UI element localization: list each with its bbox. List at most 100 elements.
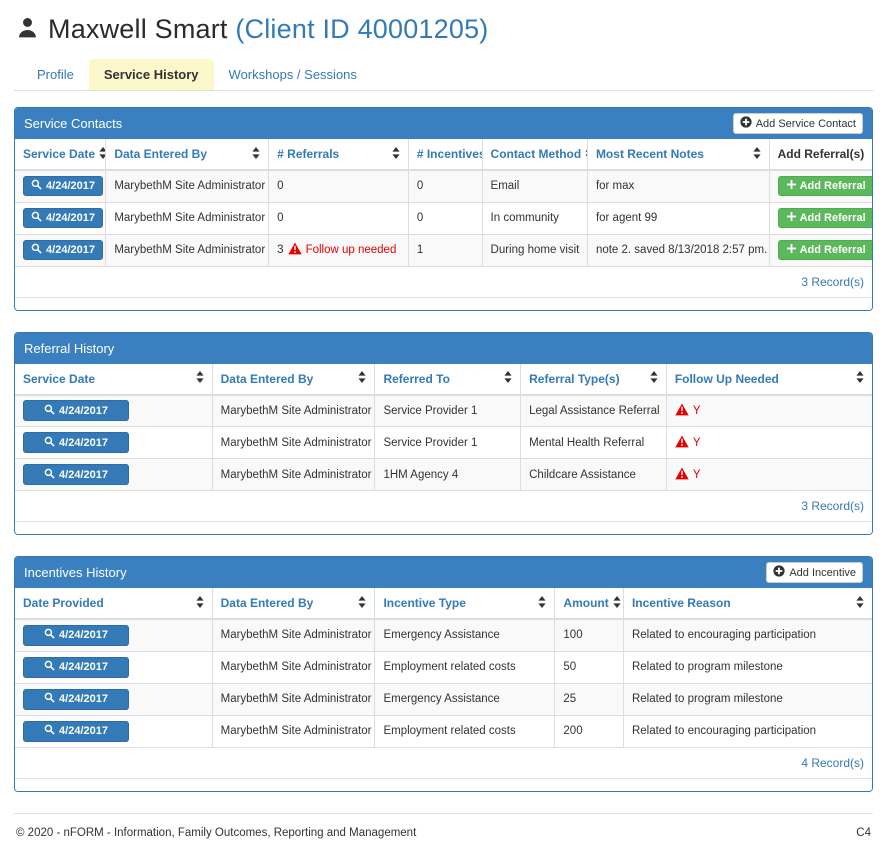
cell-referral-type: Childcare Assistance xyxy=(520,458,667,491)
cell-amount: 100 xyxy=(554,619,624,652)
cell-incentive-type: Employment related costs xyxy=(374,651,556,684)
search-icon xyxy=(44,660,55,674)
sort-icon[interactable] xyxy=(358,595,367,611)
sort-icon[interactable] xyxy=(856,371,864,386)
service-contacts-table: Service Date Data Entered By # Referrals… xyxy=(15,139,872,298)
column-header-date-provided[interactable]: Date Provided xyxy=(15,588,213,620)
column-header-incentive-type[interactable]: Incentive Type xyxy=(374,588,556,620)
cell-referred-to: Service Provider 1 xyxy=(374,394,522,427)
column-header-data-entered-by[interactable]: Data Entered By xyxy=(212,363,376,396)
table-row: 4/24/2017 MarybethM Site Administrator E… xyxy=(15,619,872,652)
add-referral-button[interactable]: Add Referral xyxy=(777,240,872,260)
sort-icon[interactable] xyxy=(650,371,658,386)
table-row: 4/24/2017 MarybethM Site Administrator E… xyxy=(15,683,872,716)
service-contacts-panel: Service Contacts Add Service Contact Ser… xyxy=(14,107,873,311)
column-header-service-date[interactable]: Service Date xyxy=(15,139,107,171)
add-referral-button[interactable]: Add Referral xyxy=(777,176,872,197)
add-service-contact-button[interactable]: Add Service Contact xyxy=(732,113,863,134)
tab-profile[interactable]: Profile xyxy=(37,67,74,82)
column-header-most-recent-notes[interactable]: Most Recent Notes xyxy=(587,139,770,171)
column-header-referred-to[interactable]: Referred To xyxy=(374,363,522,396)
referral-history-panel: Referral History Service Date Data Enter… xyxy=(14,331,873,535)
sort-icon[interactable] xyxy=(196,371,204,386)
sort-icon[interactable] xyxy=(613,595,621,611)
record-count: 3 Record(s) xyxy=(15,266,872,298)
cell-amount: 50 xyxy=(554,651,624,684)
view-referral-button[interactable]: 4/24/2017 xyxy=(23,400,129,422)
incentives-history-heading: Incentives History Add Incentive xyxy=(15,557,872,588)
view-incentive-button[interactable]: 4/24/2017 xyxy=(23,656,129,678)
copyright-text: © 2020 - nFORM - Information, Family Out… xyxy=(16,826,417,839)
add-incentive-button[interactable]: Add Incentive xyxy=(766,562,863,583)
cell-referred-to: Service Provider 1 xyxy=(374,426,522,459)
plus-circle-icon xyxy=(740,116,752,131)
site-footer: © 2020 - nFORM - Information, Family Out… xyxy=(14,812,873,852)
plus-circle-icon xyxy=(773,565,785,580)
page-code: C4 xyxy=(856,826,871,839)
view-incentive-button[interactable]: 4/24/2017 xyxy=(23,624,129,646)
table-header-row: Service Date Data Entered By # Referrals… xyxy=(15,139,872,171)
person-icon xyxy=(16,15,39,45)
sort-icon[interactable] xyxy=(504,371,512,386)
cell-incentive-reason: Related to program milestone xyxy=(623,651,872,684)
cell-referrals: 0 xyxy=(268,202,409,235)
column-header-referrals[interactable]: # Referrals xyxy=(268,139,409,171)
sort-icon[interactable] xyxy=(196,595,204,611)
client-id: (Client ID 40001205) xyxy=(235,14,489,44)
column-header-amount[interactable]: Amount xyxy=(554,588,624,620)
sort-icon[interactable] xyxy=(392,146,400,162)
column-header-incentives[interactable]: # Incentives xyxy=(408,139,483,171)
warning-icon xyxy=(675,435,689,451)
record-count: 3 Record(s) xyxy=(15,490,872,522)
column-header-data-entered-by[interactable]: Data Entered By xyxy=(105,139,270,171)
table-header-row: Date Provided Data Entered By Incentive … xyxy=(15,588,872,620)
tab-service-history[interactable]: Service History xyxy=(88,59,214,90)
search-icon xyxy=(44,404,55,418)
view-incentive-button[interactable]: 4/24/2017 xyxy=(23,688,129,710)
sort-icon[interactable] xyxy=(585,147,587,162)
search-icon xyxy=(44,692,55,706)
incentives-history-table: Date Provided Data Entered By Incentive … xyxy=(15,588,872,779)
add-referral-button[interactable]: Add Referral xyxy=(777,208,872,228)
column-header-contact-method[interactable]: Contact Method xyxy=(482,139,588,171)
sort-icon[interactable] xyxy=(252,146,260,162)
view-referral-button[interactable]: 4/24/2017 xyxy=(23,432,129,453)
column-header-follow-up-needed[interactable]: Follow Up Needed xyxy=(666,363,872,396)
cell-entered-by: MarybethM Site Administrator xyxy=(105,202,270,235)
sort-icon[interactable] xyxy=(538,595,547,611)
view-service-contact-button[interactable]: 4/24/2017 xyxy=(23,176,103,197)
cell-incentive-reason: Related to encouraging participation xyxy=(623,715,872,748)
table-row: 4/24/2017 MarybethM Site Administrator 0… xyxy=(15,202,872,235)
plus-icon xyxy=(786,180,796,192)
view-service-contact-button[interactable]: 4/24/2017 xyxy=(23,208,103,228)
cell-notes: note 2. saved 8/13/2018 2:57 pm. xyxy=(587,234,770,267)
cell-amount: 25 xyxy=(554,683,624,716)
cell-incentives: 0 xyxy=(408,170,483,203)
tab-workshops-sessions[interactable]: Workshops / Sessions xyxy=(228,67,357,82)
sort-icon[interactable] xyxy=(99,146,105,162)
sort-icon[interactable] xyxy=(753,146,761,162)
search-icon xyxy=(31,243,42,257)
cell-follow-up: Y xyxy=(666,458,872,491)
cell-referral-type: Mental Health Referral xyxy=(520,426,667,459)
cell-referral-type: Legal Assistance Referral xyxy=(520,394,667,427)
cell-incentive-reason: Related to encouraging participation xyxy=(623,619,872,652)
sort-icon[interactable] xyxy=(358,371,367,386)
plus-icon xyxy=(786,212,796,224)
table-row: 4/24/2017 MarybethM Site Administrator E… xyxy=(15,651,872,684)
cell-follow-up: Y xyxy=(666,426,872,459)
cell-incentive-type: Employment related costs xyxy=(374,715,556,748)
warning-icon xyxy=(675,403,689,419)
view-incentive-button[interactable]: 4/24/2017 xyxy=(23,720,129,742)
column-header-referral-types[interactable]: Referral Type(s) xyxy=(520,363,667,396)
column-header-service-date[interactable]: Service Date xyxy=(15,363,213,396)
column-header-add-referrals: Add Referral(s) xyxy=(769,139,872,171)
column-header-data-entered-by[interactable]: Data Entered By xyxy=(212,588,376,620)
cell-entered-by: MarybethM Site Administrator xyxy=(212,458,376,491)
view-referral-button[interactable]: 4/24/2017 xyxy=(23,464,129,485)
column-header-incentive-reason[interactable]: Incentive Reason xyxy=(623,588,872,620)
cell-entered-by: MarybethM Site Administrator xyxy=(105,234,270,267)
search-icon xyxy=(44,436,55,450)
view-service-contact-button[interactable]: 4/24/2017 xyxy=(23,240,103,260)
sort-icon[interactable] xyxy=(856,595,864,611)
